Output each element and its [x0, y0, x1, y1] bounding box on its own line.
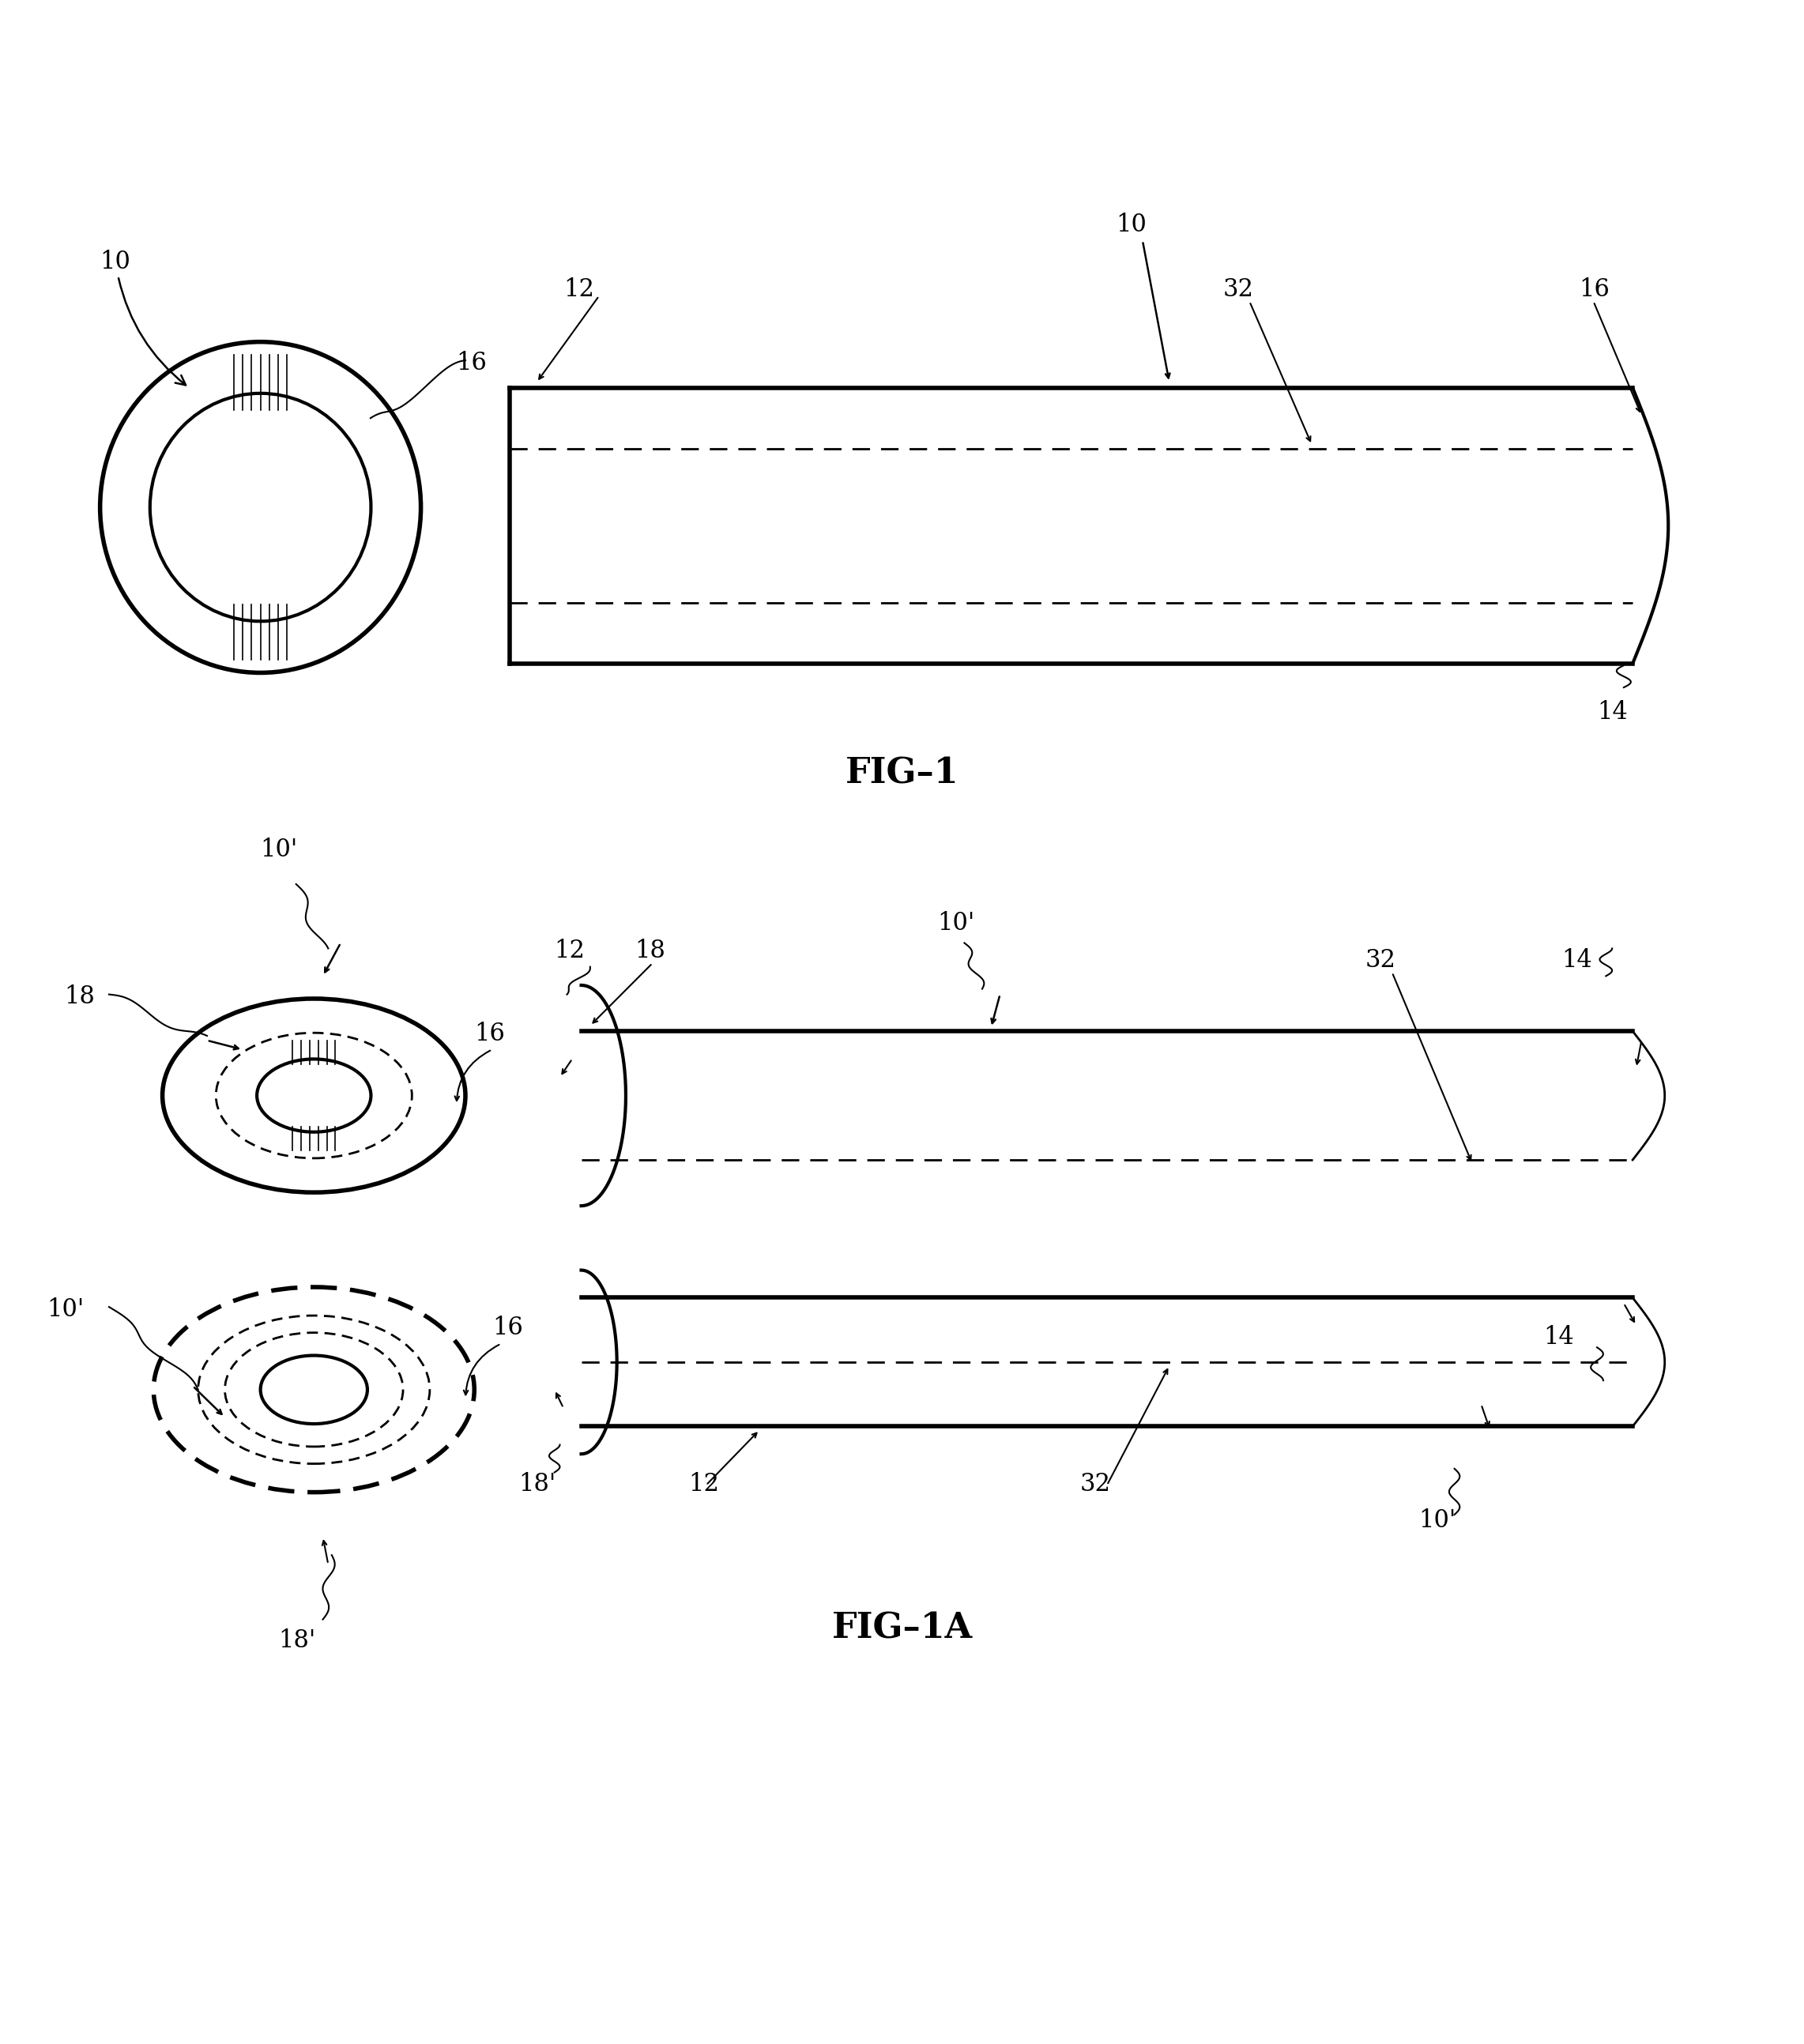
Text: FIG–1: FIG–1 [846, 756, 958, 791]
Text: 14: 14 [1544, 1325, 1575, 1349]
Text: 16: 16 [1578, 276, 1609, 300]
Text: FIG–1A: FIG–1A [832, 1611, 972, 1645]
Text: 10': 10' [47, 1298, 85, 1322]
Text: 18: 18 [65, 985, 96, 1010]
Text: 18': 18' [278, 1627, 316, 1652]
Text: 16: 16 [474, 1022, 505, 1047]
Text: 10': 10' [938, 912, 974, 936]
Text: 12: 12 [563, 276, 594, 300]
Text: 10': 10' [1418, 1508, 1456, 1533]
Text: 10: 10 [99, 249, 186, 384]
Text: 10': 10' [260, 838, 298, 863]
Text: 18: 18 [635, 938, 666, 963]
Text: 12: 12 [554, 938, 584, 963]
Text: 16: 16 [492, 1316, 523, 1341]
Text: 18': 18' [520, 1472, 556, 1496]
Text: 32: 32 [1223, 276, 1254, 300]
Text: 32: 32 [1081, 1472, 1111, 1496]
Text: 12: 12 [687, 1472, 720, 1496]
Text: 16: 16 [456, 350, 487, 374]
Text: 14: 14 [1560, 948, 1591, 973]
Text: 14: 14 [1597, 699, 1627, 724]
Text: 10: 10 [1117, 213, 1147, 237]
Text: 32: 32 [1366, 948, 1396, 973]
